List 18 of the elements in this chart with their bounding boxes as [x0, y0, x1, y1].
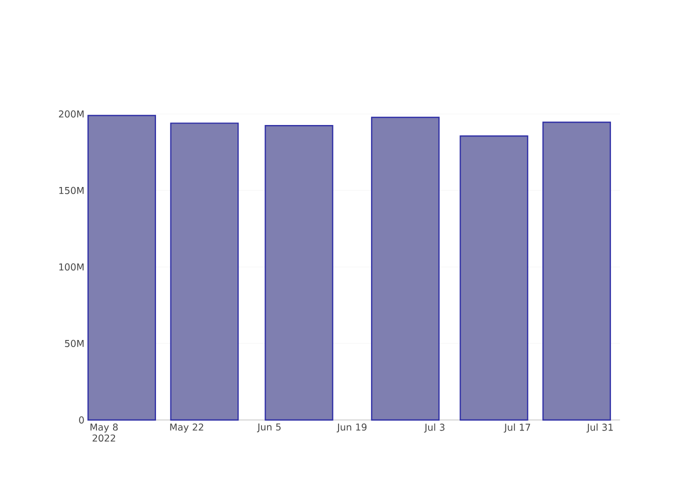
bar — [264, 125, 334, 421]
x-tick-label: Jul 17 — [504, 424, 530, 433]
bar — [87, 114, 156, 421]
bar — [460, 135, 528, 421]
x-tick-label: Jul 31 — [586, 424, 613, 433]
x-tick-label: Jun 5 — [256, 424, 281, 432]
y-tick-label: 200M — [58, 110, 84, 118]
y-tick-label: 150M — [59, 186, 84, 194]
bar — [170, 122, 239, 421]
y-tick-label: 100M — [59, 263, 84, 271]
bar — [542, 122, 611, 421]
y-tick-label: 50M — [65, 340, 84, 348]
x-tick-label: Jul 3 — [424, 424, 444, 433]
y-tick-label: 0 — [79, 416, 84, 424]
x-tick-label: Jun 19 — [336, 424, 366, 432]
x-tick-label: May 22 — [170, 424, 204, 432]
bar — [371, 116, 440, 421]
x-tick-label: May 8 2022 — [90, 424, 118, 442]
